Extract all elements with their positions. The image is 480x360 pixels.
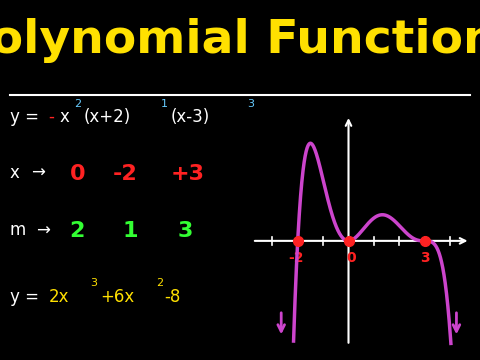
Text: +3: +3 xyxy=(170,164,204,184)
Text: 3: 3 xyxy=(247,99,254,109)
Text: 0: 0 xyxy=(347,251,356,265)
Text: y =: y = xyxy=(10,108,44,126)
Text: 1: 1 xyxy=(122,221,138,242)
Text: (x-3): (x-3) xyxy=(170,108,210,126)
Text: -2: -2 xyxy=(288,251,304,265)
Text: 3: 3 xyxy=(90,278,97,288)
Text: m: m xyxy=(10,221,26,239)
Text: 2x: 2x xyxy=(49,288,70,306)
Text: +6x: +6x xyxy=(100,288,134,306)
Text: 1: 1 xyxy=(161,99,168,109)
Text: Polynomial Functions: Polynomial Functions xyxy=(0,18,480,63)
Text: →: → xyxy=(36,221,50,239)
Text: x: x xyxy=(10,164,20,182)
Text: 0: 0 xyxy=(70,164,85,184)
Text: 2: 2 xyxy=(74,99,82,109)
Text: 3: 3 xyxy=(420,251,430,265)
Text: y =: y = xyxy=(10,288,44,306)
Text: (x+2): (x+2) xyxy=(84,108,131,126)
Text: -: - xyxy=(48,108,54,126)
Text: →: → xyxy=(31,164,45,182)
Text: 2: 2 xyxy=(70,221,85,242)
Text: 3: 3 xyxy=(178,221,193,242)
Text: -8: -8 xyxy=(164,288,180,306)
Text: x: x xyxy=(60,108,70,126)
Text: -2: -2 xyxy=(113,164,138,184)
Text: 2: 2 xyxy=(156,278,163,288)
